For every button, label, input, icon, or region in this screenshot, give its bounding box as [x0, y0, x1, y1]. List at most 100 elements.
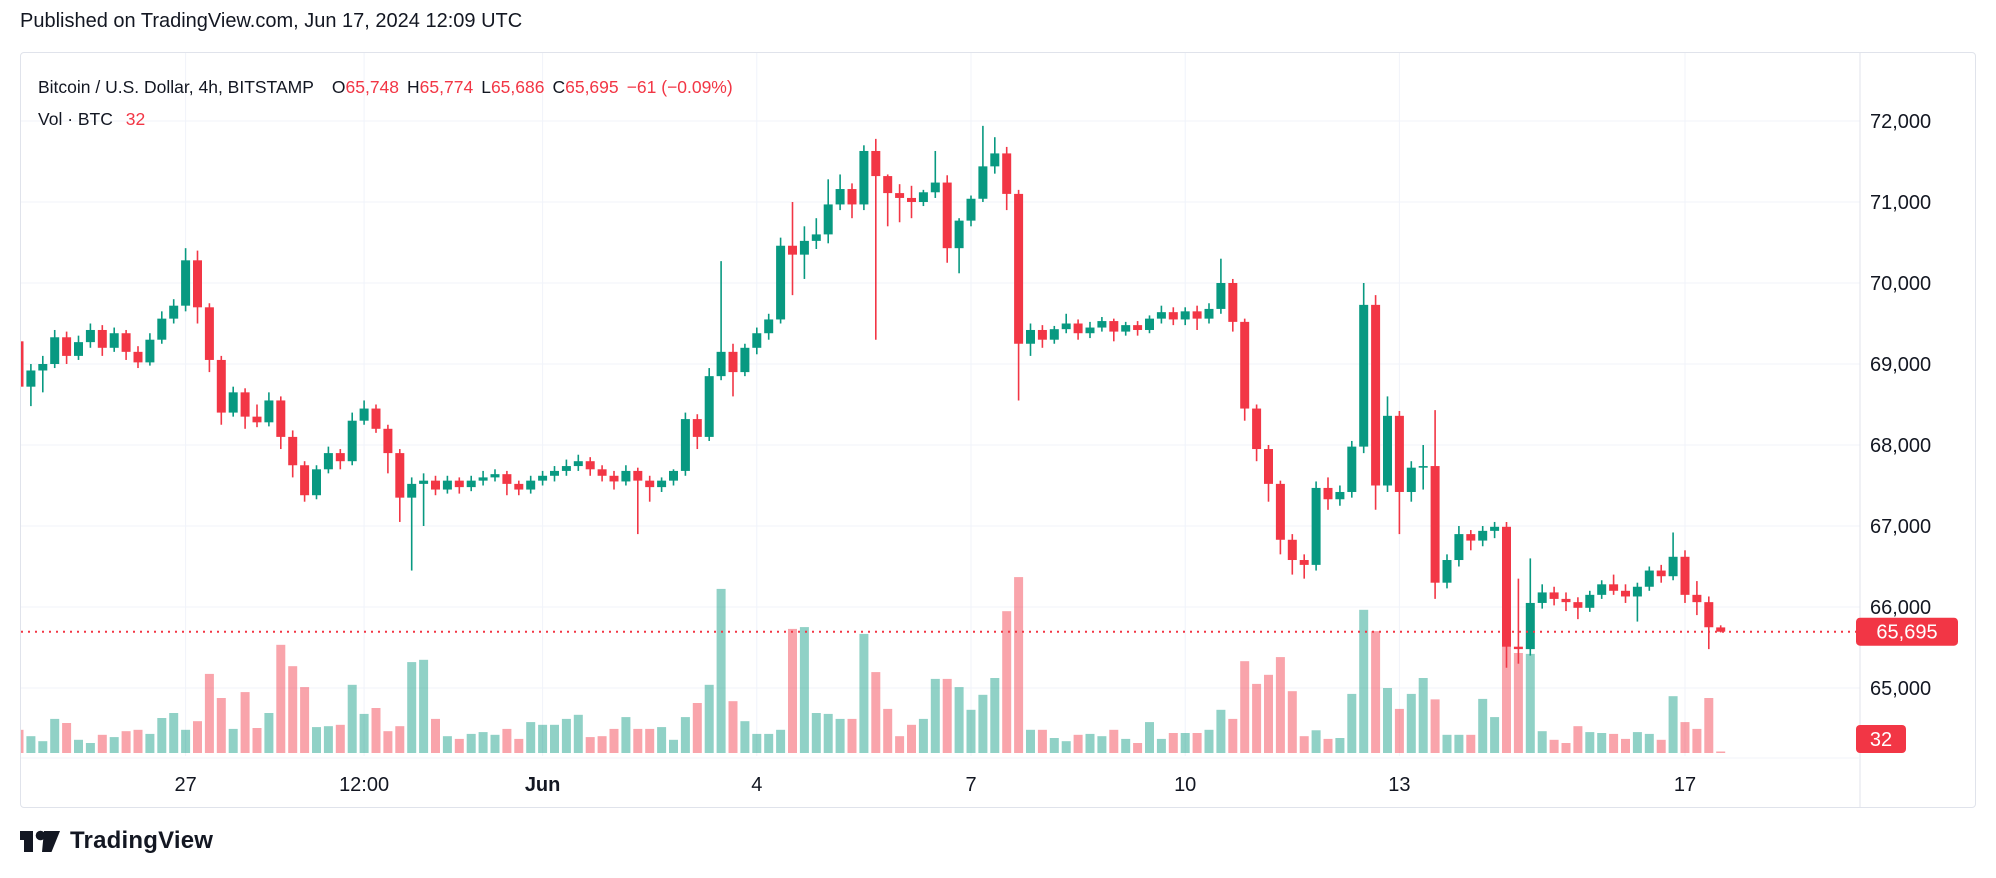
- candle-body: [1609, 584, 1619, 591]
- volume-bar: [1156, 738, 1166, 753]
- volume-bar: [859, 633, 869, 753]
- volume-bar: [1240, 661, 1250, 753]
- price-axis-label[interactable]: 66,000: [1870, 597, 1931, 619]
- price-axis-label[interactable]: 67,000: [1870, 516, 1931, 538]
- time-axis-label[interactable]: Jun: [525, 774, 561, 796]
- volume-bar: [1311, 730, 1321, 753]
- price-axis-label[interactable]: 68,000: [1870, 435, 1931, 457]
- time-axis-label[interactable]: 10: [1174, 774, 1196, 796]
- candle-body: [1311, 487, 1321, 565]
- ohlc-low: L65,686: [481, 77, 545, 97]
- price-axis-label[interactable]: 69,000: [1870, 354, 1931, 376]
- candle-body: [252, 416, 262, 423]
- candle-body: [573, 461, 583, 467]
- volume-bar: [657, 727, 667, 753]
- symbol-title[interactable]: Bitcoin / U.S. Dollar, 4h, BITSTAMP: [38, 77, 314, 97]
- volume-bar: [704, 684, 714, 753]
- candle-body: [216, 359, 226, 413]
- volume-bar: [85, 743, 95, 753]
- candle-body: [740, 347, 750, 373]
- candle-body: [907, 197, 916, 202]
- candle-body: [204, 307, 214, 360]
- volume-bar: [323, 726, 333, 753]
- candle-body: [359, 408, 369, 421]
- candle-body: [550, 470, 559, 476]
- candle-body: [526, 480, 536, 490]
- time-axis-label[interactable]: 27: [174, 774, 196, 796]
- volume-bar: [954, 687, 964, 753]
- volume-bar: [966, 709, 976, 753]
- volume-bar: [419, 659, 429, 753]
- volume-bar: [490, 734, 500, 753]
- volume-bar: [811, 713, 821, 753]
- volume-bar: [645, 728, 655, 753]
- volume-bar: [871, 672, 881, 753]
- volume-bar: [1383, 688, 1392, 753]
- candle-body: [454, 480, 464, 488]
- candle-body: [1275, 483, 1285, 540]
- price-axis-label[interactable]: 65,000: [1870, 678, 1931, 700]
- price-axis-label[interactable]: 70,000: [1870, 273, 1931, 295]
- volume-bar: [538, 724, 548, 753]
- candle-body: [62, 337, 72, 356]
- volume-bar: [669, 739, 678, 753]
- volume-bar: [38, 741, 48, 753]
- candle-body: [799, 240, 809, 255]
- ohlc-open: O65,748: [331, 77, 400, 97]
- candle-body: [38, 364, 48, 371]
- time-axis-label[interactable]: 12:00: [339, 774, 389, 796]
- candle-body: [1585, 594, 1595, 608]
- volume-bar: [1014, 577, 1024, 753]
- volume-bar: [1621, 738, 1630, 753]
- volume-bar: [1168, 733, 1178, 753]
- candle-body: [966, 198, 976, 221]
- time-axis-label[interactable]: 4: [751, 774, 762, 796]
- volume-bar: [740, 721, 750, 753]
- volume-bar: [526, 722, 536, 753]
- volume-bar: [752, 733, 762, 753]
- volume-bar: [466, 733, 476, 753]
- candle-body: [692, 419, 702, 437]
- candle-body: [335, 453, 345, 462]
- volume-bar: [1287, 691, 1297, 753]
- candle-body: [764, 319, 774, 334]
- candlestick-chart[interactable]: 72,000 71,000 70,000 69,000 68,000 67,000 66,0…: [21, 53, 1975, 807]
- candle-body: [133, 351, 143, 363]
- volume-bar: [1097, 736, 1107, 753]
- volume-bar: [1561, 743, 1571, 753]
- volume-bar: [347, 684, 357, 753]
- price-change: −61 (−0.09%): [626, 77, 733, 97]
- candle-body: [1704, 602, 1714, 628]
- volume-bar: [502, 728, 512, 753]
- volume-bar: [1347, 693, 1357, 753]
- candle-body: [323, 453, 333, 470]
- candle-body: [1133, 325, 1143, 330]
- time-axis-label[interactable]: 17: [1674, 774, 1696, 796]
- volume-bar: [799, 627, 809, 753]
- volume-bar: [97, 734, 107, 753]
- volume-label[interactable]: Vol · BTC: [38, 109, 113, 129]
- tradingview-logo-text: TradingView: [70, 827, 214, 854]
- volume-legend: Vol · BTC 32: [38, 109, 145, 130]
- volume-bar: [1335, 738, 1345, 753]
- candle-body: [1466, 534, 1476, 541]
- volume-bar: [204, 673, 214, 753]
- candle-body: [561, 466, 571, 471]
- time-axis-label[interactable]: 7: [965, 774, 976, 796]
- candle-body: [74, 342, 83, 356]
- price-axis-label[interactable]: 72,000: [1870, 111, 1931, 133]
- candle-body: [1121, 325, 1131, 332]
- volume-bar: [1537, 731, 1547, 753]
- candle-body: [121, 333, 131, 352]
- time-axis-label[interactable]: 13: [1388, 774, 1410, 796]
- candle-body: [633, 470, 643, 481]
- candle-body: [1597, 584, 1607, 595]
- price-axis-label[interactable]: 71,000: [1870, 192, 1931, 214]
- candle-body: [1359, 304, 1369, 447]
- volume-bar: [585, 737, 595, 753]
- footer-brand[interactable]: TradingView: [20, 826, 213, 856]
- candle-body: [1347, 446, 1357, 492]
- candle-body: [847, 189, 857, 205]
- volume-bar: [442, 736, 452, 753]
- candle-body: [1264, 449, 1273, 484]
